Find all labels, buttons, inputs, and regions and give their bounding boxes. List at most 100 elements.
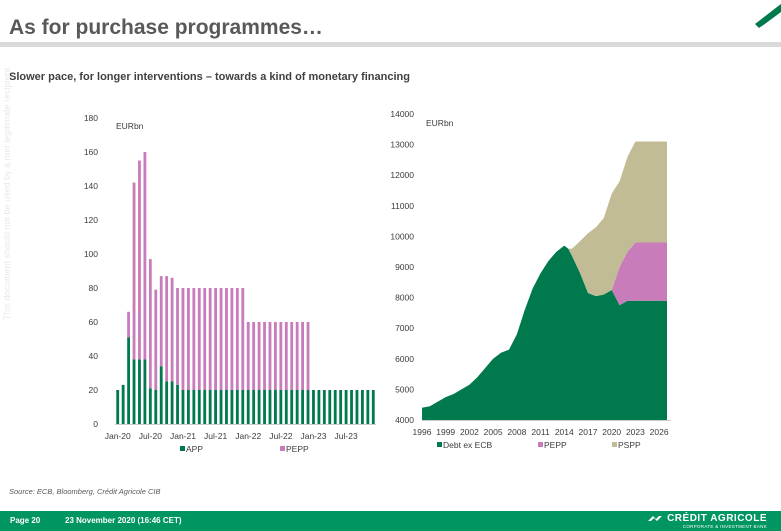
bar-pepp bbox=[252, 322, 255, 390]
legend-label-debt-ex-ecb: Debt ex ECB bbox=[443, 440, 492, 450]
confidentiality-watermark: This document should not be used by a no… bbox=[2, 70, 12, 320]
page-number: Page 20 bbox=[10, 516, 40, 525]
x-tick-label: Jul-23 bbox=[335, 431, 358, 441]
brand-name: CRÉDIT AGRICOLE bbox=[667, 513, 767, 524]
bar-pepp bbox=[209, 288, 212, 390]
bar-app bbox=[312, 390, 315, 424]
bar-app bbox=[220, 390, 223, 424]
y-tick-label: 11000 bbox=[391, 201, 414, 211]
bar-pepp bbox=[203, 288, 206, 390]
y-tick-label: 100 bbox=[84, 249, 98, 259]
footer-date: 23 November 2020 (16:46 CET) bbox=[65, 516, 182, 525]
x-tick-label: Jul-20 bbox=[139, 431, 162, 441]
y-tick-label: 60 bbox=[89, 317, 99, 327]
bar-app bbox=[258, 390, 261, 424]
chart-subtitle: Slower pace, for longer interventions – … bbox=[9, 71, 410, 83]
x-tick-label: 2020 bbox=[602, 427, 621, 437]
y-tick-label: 10000 bbox=[390, 231, 414, 241]
bar-pepp bbox=[274, 322, 277, 390]
bar-app bbox=[361, 390, 364, 424]
y-tick-label: 120 bbox=[84, 215, 98, 225]
y-tick-label: 140 bbox=[84, 181, 98, 191]
bar-app bbox=[122, 385, 125, 424]
bar-app bbox=[230, 390, 233, 424]
bar-pepp bbox=[247, 322, 250, 390]
bar-pepp bbox=[198, 288, 201, 390]
x-tick-label: 2017 bbox=[579, 427, 598, 437]
unit-label: EURbn bbox=[426, 118, 454, 128]
bar-app bbox=[154, 390, 157, 424]
bar-pepp bbox=[149, 259, 152, 388]
bar-app bbox=[236, 390, 239, 424]
bar-pepp bbox=[143, 152, 146, 359]
bar-app bbox=[182, 390, 185, 424]
debt-holdings-area-chart: 4000 5000 6000 7000 8000 9000 10000 11000 12000 1… bbox=[385, 105, 685, 460]
footer-bar: Page 20 23 November 2020 (16:46 CET) CRÉ… bbox=[0, 511, 781, 531]
bar-app bbox=[176, 385, 179, 424]
bar-pepp bbox=[160, 276, 163, 366]
unit-label: EURbn bbox=[116, 121, 144, 131]
y-tick-label: 20 bbox=[89, 385, 99, 395]
legend-label-pepp: PEPP bbox=[286, 444, 309, 454]
bar-pepp bbox=[285, 322, 288, 390]
bar-app bbox=[317, 390, 320, 424]
bar-app bbox=[165, 382, 168, 425]
x-tick-label: 2023 bbox=[626, 427, 645, 437]
legend-label-pepp: PEPP bbox=[544, 440, 567, 450]
y-tick-label: 4000 bbox=[395, 415, 414, 425]
bar-app bbox=[339, 390, 342, 424]
legend-swatch-debt-ex-ecb bbox=[437, 442, 442, 447]
bar-app bbox=[171, 382, 174, 425]
bar-pepp bbox=[296, 322, 299, 390]
bar-pepp bbox=[220, 288, 223, 390]
bar-app bbox=[133, 359, 136, 424]
y-tick-label: 14000 bbox=[390, 109, 414, 119]
bar-app bbox=[356, 390, 359, 424]
bar-app bbox=[247, 390, 250, 424]
bar-app bbox=[279, 390, 282, 424]
x-tick-label: Jul-21 bbox=[204, 431, 227, 441]
x-tick-label: Jan-21 bbox=[170, 431, 196, 441]
legend-label-pspp: PSPP bbox=[618, 440, 641, 450]
bar-pepp bbox=[290, 322, 293, 390]
bar-pepp bbox=[165, 276, 168, 381]
bar-app bbox=[372, 390, 375, 424]
brand-subline: CORPORATE & INVESTMENT BANK bbox=[648, 524, 767, 529]
bar-pepp bbox=[258, 322, 261, 390]
bar-app bbox=[187, 390, 190, 424]
bar-pepp bbox=[241, 288, 244, 390]
x-tick-label: 2026 bbox=[650, 427, 669, 437]
x-tick-label: Jul-22 bbox=[269, 431, 292, 441]
bar-app bbox=[143, 359, 146, 424]
y-tick-label: 12000 bbox=[390, 170, 414, 180]
bar-pepp bbox=[236, 288, 239, 390]
y-tick-label: 8000 bbox=[395, 293, 414, 303]
y-tick-label: 13000 bbox=[390, 140, 414, 150]
bar-app bbox=[225, 390, 228, 424]
bar-app bbox=[269, 390, 272, 424]
bar-app bbox=[274, 390, 277, 424]
bar-app bbox=[334, 390, 337, 424]
y-tick-label: 0 bbox=[93, 419, 98, 429]
bar-pepp bbox=[127, 312, 130, 338]
x-tick-label: Jan-20 bbox=[105, 431, 131, 441]
bar-app bbox=[209, 390, 212, 424]
bar-app bbox=[127, 337, 130, 424]
bar-pepp bbox=[187, 288, 190, 390]
y-tick-label: 180 bbox=[84, 113, 98, 123]
brand-logo: CRÉDIT AGRICOLE CORPORATE & INVESTMENT B… bbox=[648, 513, 767, 529]
bar-app bbox=[345, 390, 348, 424]
brand-swoosh-icon bbox=[721, 0, 781, 40]
purchases-monthly-bar-chart: 0 20 40 60 80 100 120 140 160 180 EURbn Jan-20 Jul-2… bbox=[80, 108, 380, 458]
y-tick-label: 160 bbox=[84, 147, 98, 157]
bar-pepp bbox=[225, 288, 228, 390]
legend-swatch-pepp bbox=[280, 446, 285, 451]
bar-app bbox=[263, 390, 266, 424]
bar-app bbox=[116, 390, 119, 424]
legend-label-app: APP bbox=[186, 444, 203, 454]
bar-app bbox=[203, 390, 206, 424]
x-tick-label: 1996 bbox=[413, 427, 432, 437]
bar-app bbox=[307, 390, 310, 424]
bar-pepp bbox=[301, 322, 304, 390]
bar-pepp bbox=[192, 288, 195, 390]
